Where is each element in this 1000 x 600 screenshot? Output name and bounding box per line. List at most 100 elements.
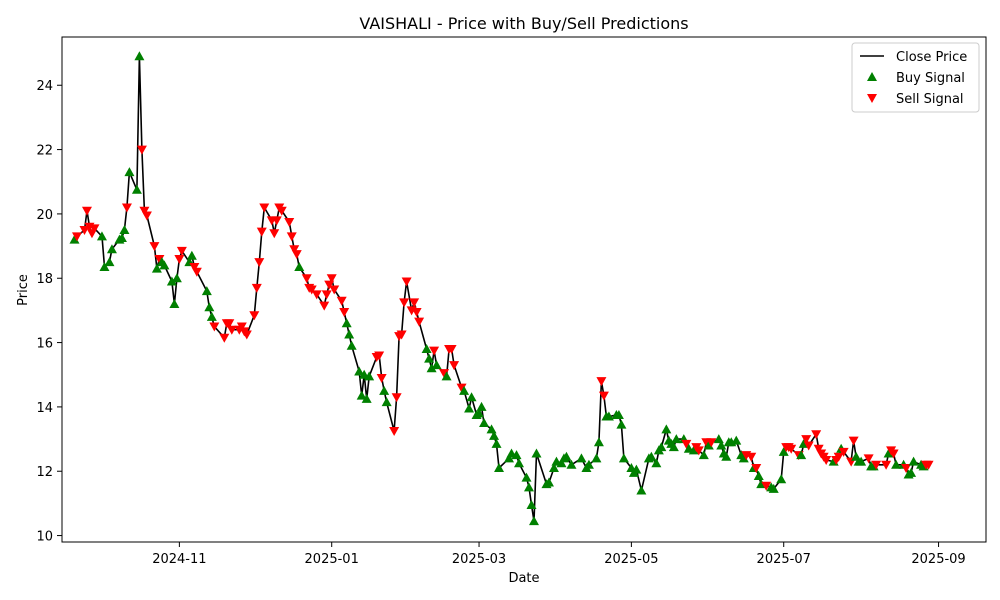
- sell-signal-marker: [311, 290, 322, 300]
- buy-signal-marker: [186, 250, 197, 260]
- buy-signal-marker: [489, 430, 500, 440]
- sell-signal-marker: [329, 285, 340, 295]
- sell-signal-marker: [289, 245, 300, 255]
- buy-signal-marker: [613, 409, 624, 419]
- sell-signal-marker: [786, 444, 797, 454]
- buy-signal-marker: [169, 298, 180, 308]
- sell-signal-marker: [409, 298, 420, 308]
- buy-signal-marker: [731, 435, 742, 445]
- sell-signal-marker: [414, 317, 425, 327]
- sell-signal-marker: [219, 333, 230, 343]
- buy-signal-marker: [716, 440, 727, 450]
- sell-signal-marker: [888, 449, 899, 459]
- legend-label-sell-signal: Sell Signal: [896, 92, 964, 107]
- sell-signal-marker: [339, 308, 350, 318]
- buy-signal-marker: [721, 451, 732, 461]
- sell-signal-marker: [821, 455, 832, 465]
- sell-signal-marker: [681, 439, 692, 449]
- buy-signal-marker: [134, 51, 145, 61]
- buy-signal-marker: [566, 459, 577, 469]
- plot-area: [61, 36, 987, 543]
- x-tick-label: 2025-01: [305, 552, 359, 567]
- buy-signal-marker: [651, 458, 662, 468]
- buy-signal-marker: [593, 437, 604, 447]
- buy-signal-marker: [426, 363, 437, 373]
- buy-signal-marker: [768, 483, 779, 493]
- sell-signal-marker: [224, 319, 235, 329]
- buy-signal-marker: [556, 458, 567, 468]
- legend-label-close-price: Close Price: [896, 50, 967, 65]
- y-axis: 10 12 14 16 18 20 22 24: [36, 79, 62, 545]
- x-tick-label: 2025-07: [757, 552, 811, 567]
- sell-signal-marker: [286, 232, 297, 242]
- sell-signal-marker: [746, 452, 757, 462]
- sell-signal-marker: [209, 322, 220, 332]
- buy-signal-marker: [856, 456, 867, 466]
- sell-signal-marker: [79, 225, 90, 235]
- sell-signal-marker: [803, 441, 814, 451]
- chart-title: VAISHALI - Price with Buy/Sell Predictio…: [359, 14, 688, 33]
- buy-signal-marker: [796, 450, 807, 460]
- buy-signal-marker: [116, 233, 127, 243]
- y-tick-label: 24: [36, 79, 53, 94]
- sell-signal-marker: [271, 216, 282, 226]
- buy-signal-marker: [479, 417, 490, 427]
- sell-signal-marker: [336, 296, 347, 306]
- sell-signal-marker: [401, 277, 412, 287]
- sell-signal-marker: [693, 446, 704, 456]
- buy-signal-marker: [151, 263, 162, 273]
- buy-signal-marker: [361, 393, 372, 403]
- sell-signal-marker: [276, 206, 287, 216]
- buy-signal-marker: [431, 360, 442, 370]
- sell-signal-marker: [598, 391, 609, 401]
- sell-signal-marker: [446, 345, 457, 355]
- buy-signal-marker: [441, 371, 452, 381]
- buy-signal-marker: [424, 353, 435, 363]
- buy-signal-marker: [459, 385, 470, 395]
- x-tick-label: 2025-03: [452, 552, 506, 567]
- sell-signal-marker: [284, 217, 295, 227]
- buy-signal-marker: [494, 463, 505, 473]
- buy-signal-marker: [531, 448, 542, 458]
- buy-signal-marker: [671, 434, 682, 444]
- sell-signal-marker: [396, 330, 407, 340]
- sell-signal-marker: [89, 224, 100, 234]
- buy-signal-marker: [591, 453, 602, 463]
- buy-signal-marker: [106, 244, 117, 254]
- buy-signal-marker: [661, 424, 672, 434]
- sell-signal-marker: [121, 203, 132, 213]
- sell-signal-marker: [811, 430, 822, 440]
- buy-signal-marker: [543, 477, 554, 487]
- y-tick-label: 14: [36, 401, 53, 416]
- sell-signal-marker: [149, 242, 160, 252]
- sell-signal-marker: [706, 438, 717, 448]
- sell-signal-marker: [176, 246, 187, 256]
- buy-signal-marker: [354, 366, 365, 376]
- buy-signal-marker: [341, 318, 352, 328]
- sell-signal-marker: [174, 254, 185, 264]
- sell-signal-marker: [256, 227, 267, 237]
- y-axis-label: Price: [16, 274, 31, 306]
- sell-signal-marker: [291, 250, 302, 260]
- sell-signal-marker: [848, 436, 859, 446]
- sell-signal-marker: [838, 447, 849, 457]
- sell-signal-marker: [319, 301, 330, 311]
- y-tick-label: 18: [36, 272, 53, 287]
- buy-signal-marker: [466, 392, 477, 402]
- buy-signal-marker: [204, 302, 215, 312]
- buy-signal-marker: [618, 453, 629, 463]
- legend-buy-swatch: [867, 72, 877, 81]
- buy-signal-marker: [166, 276, 177, 286]
- buy-signal-marker: [526, 500, 537, 510]
- sell-signal-marker: [429, 346, 440, 356]
- buy-signal-marker: [476, 401, 487, 411]
- buy-signal-marker: [379, 385, 390, 395]
- y-tick-label: 12: [36, 465, 53, 480]
- buy-signal-marker: [631, 464, 642, 474]
- buy-signal-marker: [96, 231, 107, 241]
- sell-signal-marker: [399, 298, 410, 308]
- buy-signal-marker: [521, 472, 532, 482]
- buy-signal-marker: [346, 340, 357, 350]
- sell-signal-marker: [306, 285, 317, 295]
